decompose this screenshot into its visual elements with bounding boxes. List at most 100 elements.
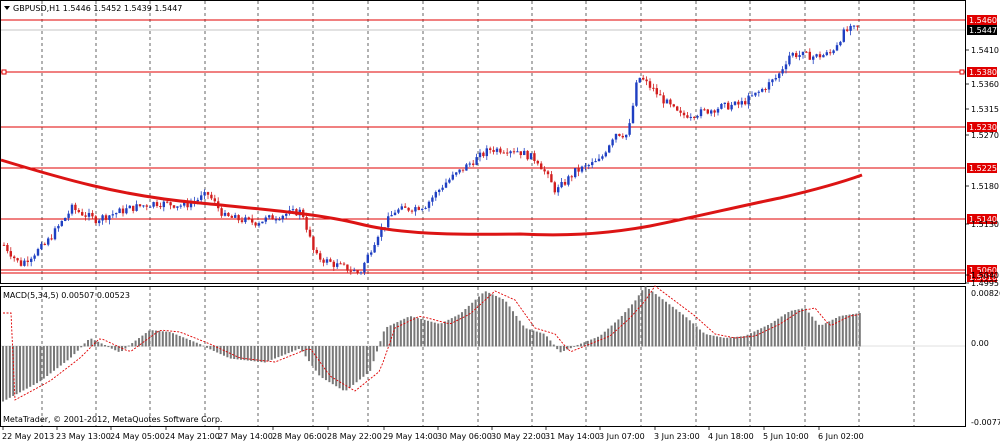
- candle-body: [414, 207, 417, 212]
- current-price-tag: [967, 25, 997, 35]
- candle-body: [417, 207, 420, 210]
- candle-body: [519, 151, 522, 156]
- candle-body: [421, 208, 424, 210]
- symbol-header[interactable]: GBPUSD,H1 1.5446 1.5452 1.5439 1.5447: [4, 4, 182, 13]
- time-tick-label: 5 Jun 10:00: [763, 432, 809, 441]
- macd-bar: [63, 346, 66, 363]
- level-anchor-left[interactable]: [1, 69, 7, 75]
- candle-body: [747, 95, 750, 105]
- macd-bar: [49, 346, 52, 374]
- macd-bar: [236, 346, 239, 360]
- candle-body: [614, 133, 618, 140]
- candle-body: [737, 101, 740, 105]
- macd-bar: [576, 344, 579, 347]
- candle-body: [771, 79, 774, 83]
- candle-body: [740, 101, 743, 105]
- candle-body: [142, 205, 145, 207]
- macd-bar: [328, 346, 331, 383]
- candle-body: [60, 220, 63, 226]
- time-tick-label: 23 May 13:00: [56, 432, 111, 441]
- macd-bar: [464, 309, 467, 347]
- candle-body: [784, 64, 788, 70]
- macd-axis: 0.00826 0.00 -0.00771: [971, 289, 1000, 427]
- dropdown-triangle-icon[interactable]: [4, 6, 10, 10]
- macd-bar: [515, 315, 518, 347]
- horizontal-levels[interactable]: 1.5460 1.5380 1.5230 1.5225 1.5140 1.50601.50…: [1, 15, 997, 282]
- time-tick-label: 29 May 14:00: [383, 432, 438, 441]
- candle-body: [121, 208, 125, 214]
- macd-bar: [141, 335, 144, 347]
- macd-bar: [804, 308, 807, 347]
- candle-body: [825, 52, 828, 56]
- candle-body: [271, 215, 274, 220]
- macd-bar: [454, 316, 457, 347]
- candle-body: [322, 259, 325, 263]
- macd-bar: [195, 342, 198, 347]
- macd-bar: [675, 309, 678, 347]
- price-pane-frame: [0, 0, 966, 284]
- level-price-tag: [967, 15, 997, 25]
- candle-body: [723, 102, 726, 105]
- candle-body: [363, 262, 366, 273]
- time-tick-label: 22 May 2013: [2, 432, 54, 441]
- macd-bar: [631, 304, 633, 347]
- candle-body: [349, 270, 352, 272]
- macd-bar: [586, 340, 589, 347]
- candle-body: [169, 202, 172, 206]
- macd-bar: [794, 309, 797, 347]
- macd-bar: [852, 314, 854, 347]
- candle-body: [431, 197, 434, 202]
- candle-body: [764, 88, 767, 90]
- moving-average: [0, 158, 863, 237]
- macd-bar: [352, 346, 355, 385]
- macd-bar: [549, 340, 552, 347]
- candle-body: [465, 164, 468, 171]
- candle-body: [36, 249, 40, 256]
- macd-bar: [168, 331, 171, 347]
- candle-body: [101, 215, 104, 221]
- candle-body: [849, 25, 852, 31]
- time-tick-label: 27 May 14:00: [218, 432, 273, 441]
- level-price-label: 1.5060: [969, 266, 997, 275]
- macd-bar: [362, 346, 365, 377]
- macd-bar: [855, 313, 858, 347]
- candle-body: [482, 152, 485, 157]
- level-price-tag: [967, 272, 997, 282]
- macd-bar: [848, 314, 851, 347]
- candle-body: [703, 109, 706, 111]
- macd-bar: [743, 336, 746, 347]
- macd-bar: [240, 346, 242, 360]
- macd-bar: [821, 324, 824, 347]
- time-tick-label: 30 May 22:00: [491, 432, 546, 441]
- macd-bar: [209, 346, 212, 350]
- candle-body: [648, 81, 652, 88]
- candle-body: [247, 217, 250, 219]
- candle-body: [159, 205, 162, 208]
- candle-body: [118, 208, 121, 214]
- candle-body: [444, 182, 448, 188]
- level-anchor-right[interactable]: [959, 69, 965, 75]
- candle-body: [393, 212, 397, 216]
- price-tick-label: 1.5410: [971, 46, 999, 55]
- macd-bar: [393, 323, 395, 347]
- candle-body: [495, 148, 499, 152]
- macd-bar: [53, 346, 55, 371]
- macd-bar: [811, 316, 814, 347]
- macd-bar: [814, 320, 817, 347]
- macd-histogram: [1, 285, 965, 402]
- candle-body: [353, 270, 356, 272]
- level-price-label: 1.5460: [969, 16, 997, 25]
- macd-bar: [396, 322, 399, 347]
- macd-bar: [542, 333, 545, 347]
- macd-bar: [665, 301, 667, 347]
- macd-bar: [304, 346, 307, 357]
- candle-body: [832, 50, 835, 54]
- candle-body: [315, 249, 318, 254]
- candle-body: [206, 192, 210, 195]
- macd-signal-line: [3, 285, 860, 401]
- macd-bar: [124, 346, 127, 349]
- candle-body: [512, 151, 516, 153]
- candle-body: [506, 152, 509, 154]
